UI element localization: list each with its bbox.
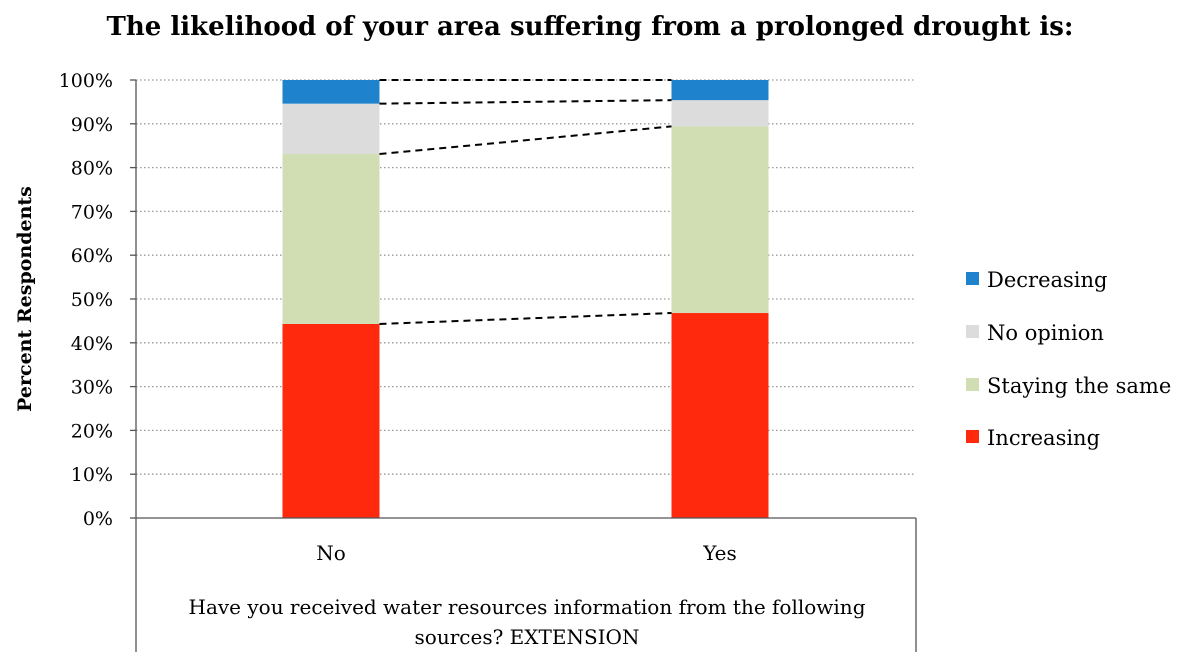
gridlines xyxy=(136,79,916,475)
legend-label: Staying the same xyxy=(987,374,1171,398)
legend: Decreasing No opinion Staying the same Incr… xyxy=(966,268,1171,450)
bar-segment xyxy=(671,126,769,314)
y-tick-label: 0% xyxy=(83,508,113,530)
x-category-label: No xyxy=(316,541,346,565)
legend-label: No opinion xyxy=(987,321,1104,345)
legend-swatch xyxy=(966,378,979,391)
axes xyxy=(130,79,917,652)
legend-swatch xyxy=(966,325,979,338)
connector-line xyxy=(379,99,672,105)
x-axis-label-line-1: Have you received water resources inform… xyxy=(189,595,866,619)
y-tick-label: 20% xyxy=(71,420,113,442)
x-category-labels: No Yes xyxy=(316,541,737,565)
bar-segment xyxy=(671,313,769,518)
y-tick-label: 10% xyxy=(71,464,113,486)
x-axis-label-line-2: sources? EXTENSION xyxy=(415,625,640,649)
y-tick-label: 60% xyxy=(71,245,113,267)
bar-segment xyxy=(671,100,769,127)
x-category-label: Yes xyxy=(702,541,737,565)
legend-label: Decreasing xyxy=(987,268,1107,292)
bar-segment xyxy=(671,80,769,101)
y-tick-label: 70% xyxy=(71,201,113,223)
bar-segment xyxy=(282,80,380,104)
y-axis-label: Percent Respondents xyxy=(14,186,36,412)
legend-swatch xyxy=(966,272,979,285)
legend-label: Increasing xyxy=(987,426,1100,450)
connector-line xyxy=(379,312,672,325)
bar-segment xyxy=(282,103,380,155)
bars xyxy=(282,80,769,518)
bar-segment xyxy=(282,154,380,324)
connector-line xyxy=(379,125,672,156)
bar-segment xyxy=(282,323,380,518)
y-tick-labels: 0% 10% 20% 30% 40% 50% 60% 70% 80% 90% 100% xyxy=(59,70,113,530)
connector-lines xyxy=(379,79,672,325)
y-tick-label: 100% xyxy=(59,70,113,92)
y-tick-label: 30% xyxy=(71,377,113,399)
y-tick-label: 80% xyxy=(71,158,113,180)
y-tick-label: 40% xyxy=(71,333,113,355)
y-tick-label: 50% xyxy=(71,289,113,311)
legend-swatch xyxy=(966,430,979,443)
y-tick-label: 90% xyxy=(71,114,113,136)
chart-title: The likelihood of your area suffering fr… xyxy=(107,12,1074,42)
